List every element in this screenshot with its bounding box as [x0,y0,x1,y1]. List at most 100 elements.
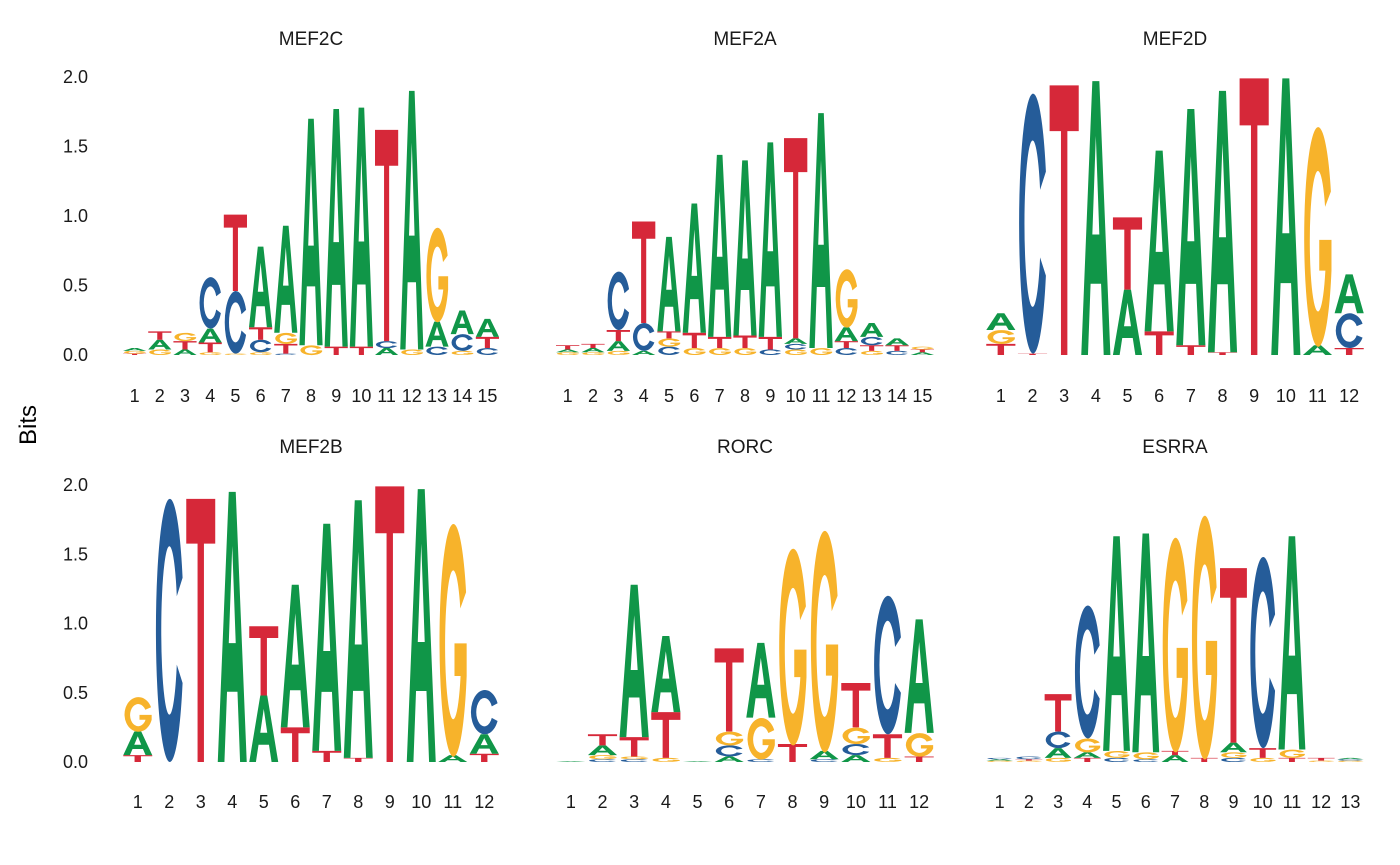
logo-letter-g [1016,760,1042,763]
logo-letter-a [841,755,871,762]
panel-title: MEF2D [1143,29,1207,50]
panel-title: RORC [717,437,773,458]
x-tick-label: 9 [819,792,829,812]
logo-letter-t [1307,757,1335,761]
x-tick-label: 9 [385,792,395,812]
x-tick-label: 1 [566,792,576,812]
logo-letter-g [1221,752,1247,758]
logo-letter-g [1162,537,1188,753]
logo-letter-c [155,498,183,762]
logo-letter-a [274,225,298,333]
logo-letter-c [860,336,883,346]
x-tick-label: 6 [256,386,266,406]
logo-letter-c [1335,313,1363,349]
logo-letter-c [658,346,680,355]
logo-letter-t [777,743,808,762]
logo-letter-g [810,530,839,753]
logo-letter-c [842,743,870,756]
logo-letter-g [810,348,833,356]
logo-letter-g [987,760,1013,763]
x-tick-label: 8 [1217,386,1227,406]
logo-letter-t [581,343,605,349]
logo-letter-a [885,338,909,346]
x-tick-label: 4 [1082,792,1092,812]
panel-title: MEF2C [279,29,343,50]
x-tick-label: 4 [227,792,237,812]
logo-letter-a [469,734,499,754]
logo-letter-g [835,269,858,328]
logo-letter-g [451,350,474,356]
logo-letter-g [785,349,807,356]
logo-letter-t [148,331,172,340]
logo-letter-c [1074,605,1100,739]
logo-letter-a [217,491,247,762]
logo-letter-t [587,734,618,746]
logo-letter-c [1045,731,1071,749]
x-tick-label: 5 [259,792,269,812]
logo-letter-t [349,346,373,355]
x-tick-label: 11 [1283,792,1302,812]
logo-letter-g [779,548,807,746]
logo-letter-g [1250,757,1276,763]
logo-letter-c [1221,757,1246,762]
x-tick-label: 11 [377,386,396,406]
logo-letter-a [425,321,449,347]
logo-letter-c [375,341,398,349]
logo-letter-g [652,757,680,763]
x-tick-label: 4 [1091,386,1101,406]
logo-letter-g [124,697,152,732]
logo-letter-t [714,648,744,732]
logo-letter-a [606,341,630,351]
y-tick-label: 0.5 [63,276,88,296]
logo-letter-t [375,129,399,342]
x-tick-label: 15 [477,386,497,406]
logo-letter-c [1104,757,1129,762]
logo-letter-c [715,745,743,757]
logo-letter-a [733,160,757,336]
logo-letter-a [784,338,808,344]
x-tick-label: 13 [427,386,447,406]
logo-letter-g [124,350,146,354]
logo-letter-a [1302,345,1333,355]
logo-letter-a [1132,533,1160,753]
x-tick-label: 3 [1053,792,1063,812]
panel-title: ESRRA [1142,437,1208,458]
logo-letter-c [1016,756,1042,760]
logo-letter-a [173,349,197,355]
logo-letter-a [860,323,884,337]
x-tick-label: 12 [836,386,856,406]
x-tick-label: 14 [887,386,907,406]
logo-letter-a [1176,108,1206,346]
logo-letter-a [581,348,605,353]
logo-letter-t [1073,757,1101,762]
logo-letter-a [1044,748,1072,758]
logo-letter-a [1081,81,1111,356]
logo-letter-a [349,107,373,347]
logo-letter-g [683,348,706,356]
logo-letter-a [910,352,934,355]
logo-letter-t [784,138,808,339]
logo-letter-a [312,523,342,751]
logo-letter-c [784,343,807,350]
logo-letter-a [1207,90,1238,353]
logo-letter-t [733,335,757,349]
logo-letter-t [1334,348,1364,355]
logo-letter-g [1308,760,1335,763]
x-tick-label: 7 [756,792,766,812]
logo-letter-t [469,753,499,762]
logo-letter-t [173,341,197,350]
logo-letter-a [343,500,373,758]
logo-letter-c [1019,93,1046,354]
logo-letter-c [589,759,616,762]
logo-letter-g [911,346,934,350]
x-tick-label: 9 [331,386,341,406]
x-tick-label: 2 [1024,792,1034,812]
logo-letter-t [274,343,298,354]
logo-letter-c [426,346,448,355]
x-tick-label: 2 [1027,386,1037,406]
x-tick-label: 7 [1186,386,1196,406]
logo-letter-c [1338,759,1363,761]
logo-letter-a [904,619,934,733]
